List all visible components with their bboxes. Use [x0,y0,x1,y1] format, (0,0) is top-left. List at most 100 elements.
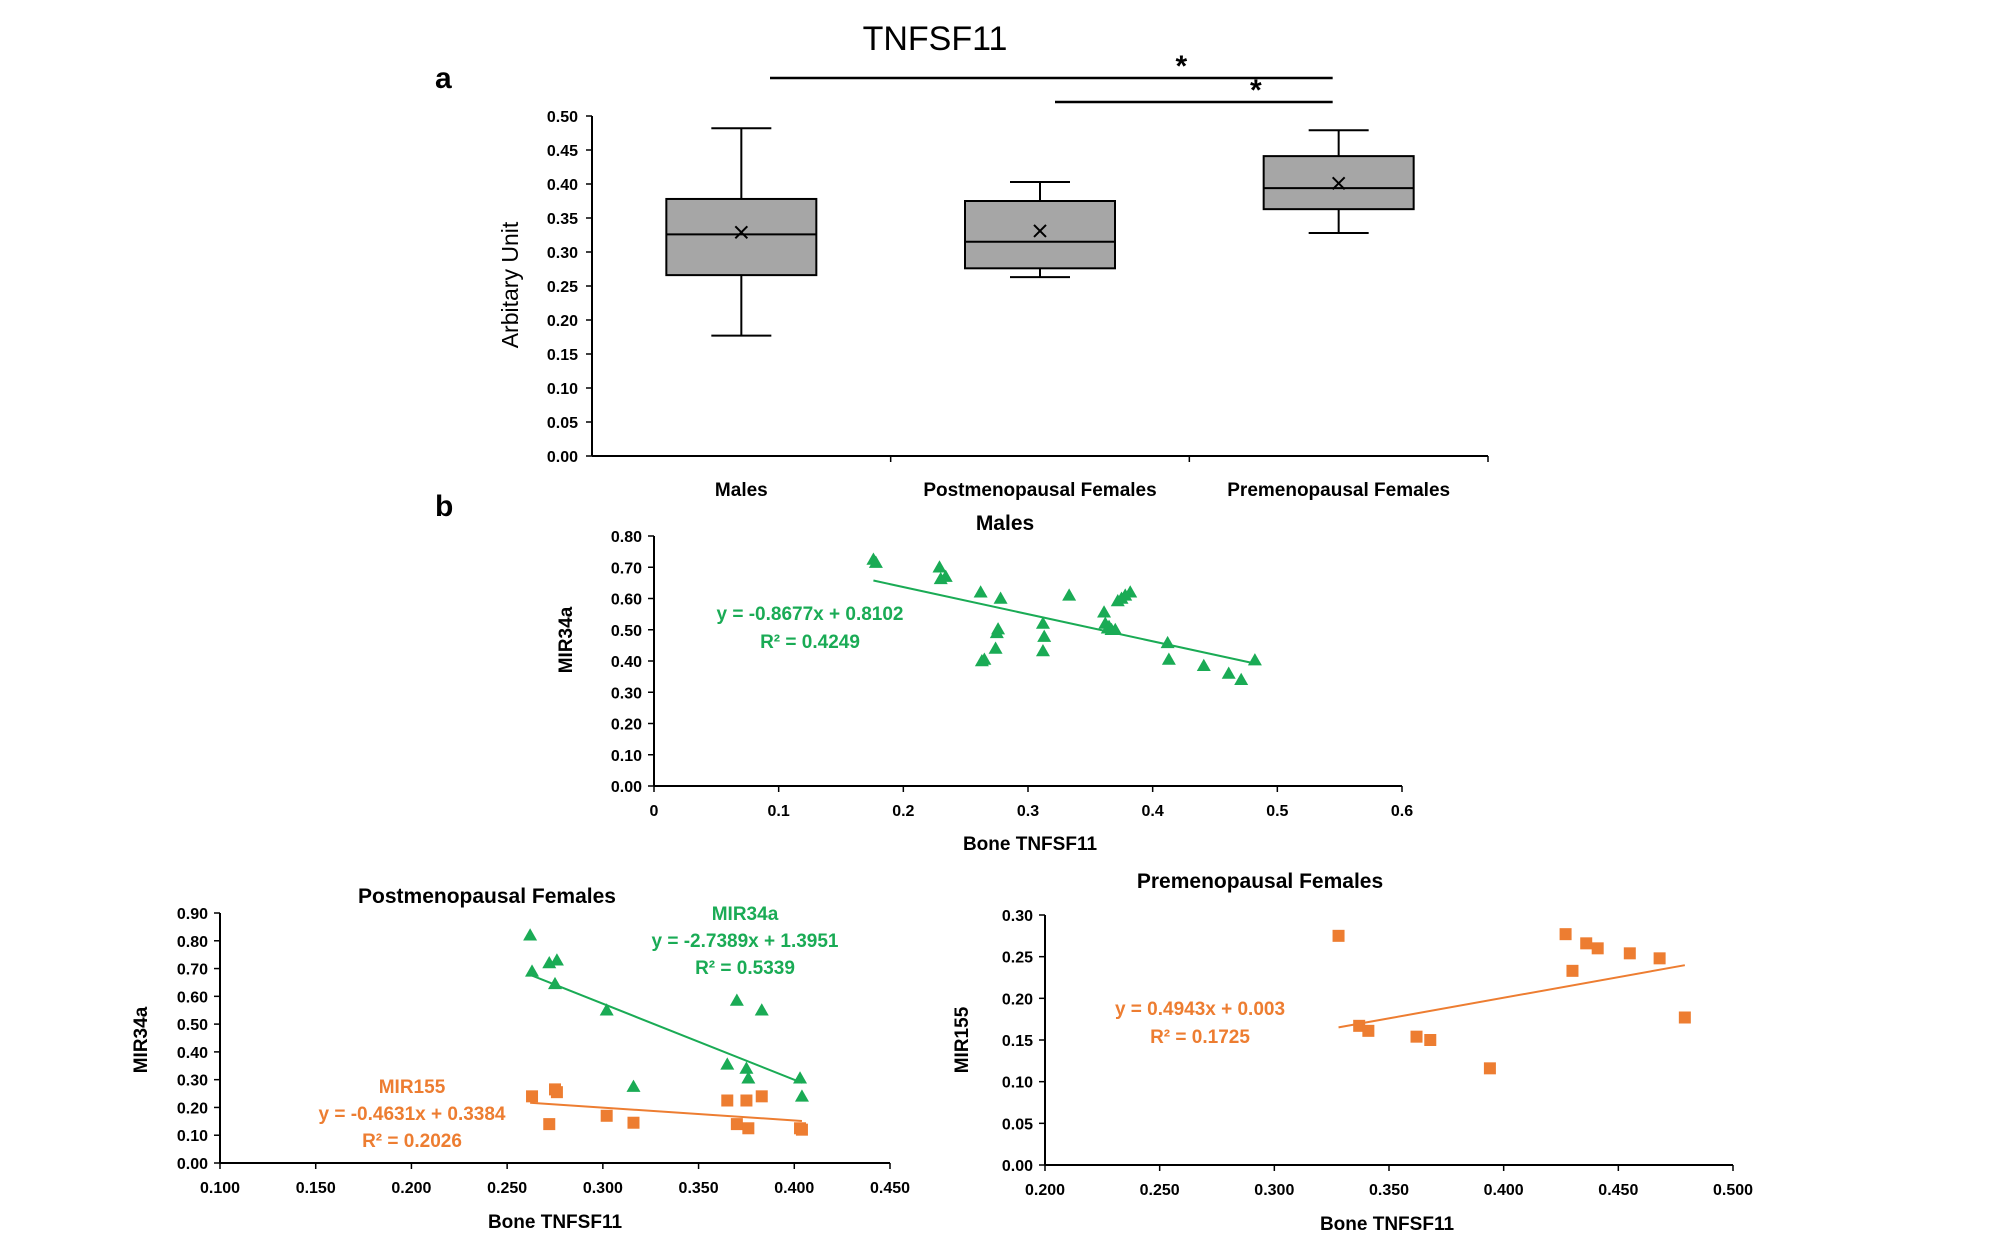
post-y-tick-label: 0.30 [177,1073,208,1090]
males-point-mir34a [1123,585,1138,598]
males-x-tick-label: 0.2 [892,803,914,820]
pre-x-tick-label: 0.400 [1484,1182,1524,1199]
post-trendline [530,1101,803,1122]
males-point-mir34a [1221,666,1236,679]
post-y-tick-label: 0.20 [177,1100,208,1117]
males-y-tick-label: 0.50 [611,623,642,640]
boxplot-category-label: Premenopausal Females [1227,480,1450,501]
post-x-tick-label: 0.350 [679,1180,719,1197]
boxplot-y-tick-label: 0.05 [547,415,578,432]
males-point-mir34a [1108,622,1123,635]
post-y-tick-label: 0.70 [177,962,208,979]
males-point-mir34a [938,569,953,582]
post-title: Postmenopausal Females [358,885,616,908]
significance-star: * [1175,50,1187,83]
post-mir34a-trend-label: MIR34a [712,904,779,925]
pre-point-mir155 [1362,1024,1375,1037]
boxplot-category-label: Postmenopausal Females [923,480,1156,501]
box-mean-marker [1331,176,1346,191]
boxplot-category-label: Males [715,480,768,501]
pre-y-tick-label: 0.20 [1002,991,1033,1008]
post-point-mir34a [549,953,564,966]
pre-y-tick-label: 0.10 [1002,1075,1033,1092]
males-point-mir34a [1062,588,1077,601]
post-point-mir34a [548,976,562,990]
post-point-mir155 [526,1090,539,1103]
pre-x-tick-label: 0.450 [1598,1182,1638,1199]
post-point-mir155 [795,1123,808,1136]
post-point-mir34a [599,1003,614,1016]
post-point-mir34a [739,1061,754,1074]
pre-trend-equation: y = 0.4943x + 0.003 [1115,999,1285,1020]
pre-x-tick-label: 0.300 [1254,1182,1294,1199]
pre-x-tick-label: 0.350 [1369,1182,1409,1199]
pre-point-mir155 [1332,929,1345,942]
pre-point-mir155 [1424,1034,1437,1046]
pre-trendline [1338,964,1686,1029]
post-point-mir155 [721,1094,734,1107]
post-x-tick-label: 0.200 [391,1180,431,1197]
pre-point-mir155 [1653,952,1666,965]
pre-point-mir155 [1591,942,1604,955]
males-point-mir34a [1035,616,1050,629]
pre-y-tick-label: 0.05 [1002,1116,1033,1133]
males-point-mir34a [973,585,988,598]
males-x-axis-label: Bone TNFSF11 [963,834,1098,855]
post-y-tick-label: 0.40 [177,1045,208,1062]
males-title: Males [976,512,1034,535]
pre-y-tick-label: 0.25 [1002,950,1033,967]
males-y-tick-label: 0.10 [611,748,642,765]
post-point-mir155 [742,1122,755,1135]
post-x-tick-label: 0.400 [774,1180,814,1197]
pre-point-mir155 [1483,1062,1496,1075]
post-point-mir34a [729,993,744,1006]
box-mean-marker [734,225,749,239]
males-x-tick-label: 0 [650,803,659,820]
boxplot-y-tick-label: 0.40 [547,177,578,194]
males-point-mir34a [1234,672,1249,685]
post-point-mir34a [525,964,540,977]
boxplot-y-tick-label: 0.30 [547,245,578,262]
post-mir155-trend-equation: y = -0.4631x + 0.3384 [319,1104,506,1125]
post-x-tick-label: 0.300 [583,1180,623,1197]
panel-label-b: b [435,490,453,523]
pre-point-mir155 [1410,1030,1423,1043]
males-point-mir34a [868,555,883,568]
post-y-tick-label: 0.10 [177,1128,208,1145]
pre-title: Premenopausal Females [1137,870,1383,893]
males-y-tick-label: 0.30 [611,685,642,702]
males-point-mir34a [1247,653,1262,666]
males-y-tick-label: 0.00 [611,779,642,796]
pre-y-tick-label: 0.15 [1002,1033,1033,1050]
post-mir34a-trend-equation: y = -2.7389x + 1.3951 [652,931,839,952]
post-point-mir155 [543,1118,556,1131]
males-point-mir34a [1196,658,1211,671]
post-point-mir34a [741,1071,756,1084]
males-point-mir34a [988,641,1003,654]
males-point-mir34a [1035,644,1050,657]
post-x-tick-label: 0.100 [200,1180,240,1197]
boxplot-title: TNFSF11 [863,20,1008,58]
post-x-tick-label: 0.250 [487,1180,527,1197]
post-mir34a-trend-r2: R² = 0.5339 [695,958,795,979]
post-point-mir155 [627,1116,640,1129]
males-point-mir34a [1037,629,1052,642]
males-point-mir34a [989,625,1004,639]
males-point-mir34a [932,560,947,573]
males-trend-equation: y = -0.8677x + 0.8102 [717,604,904,625]
boxplot-y-tick-label: 0.10 [547,381,578,398]
post-point-mir155 [550,1086,563,1099]
pre-point-mir155 [1580,937,1593,950]
box-iqr-rect [964,200,1116,270]
boxplot-y-axis-label: Arbitary Unit [497,221,523,348]
boxplot-y-tick-label: 0.00 [547,449,578,466]
post-y-axis-label: MIR34a [131,1006,152,1073]
pre-trend-r2: R² = 0.1725 [1150,1027,1250,1048]
males-trend-r2: R² = 0.4249 [760,632,860,653]
post-point-mir34a [794,1089,809,1102]
males-x-tick-label: 0.1 [768,803,790,820]
post-point-mir155 [740,1094,753,1107]
males-y-axis-label: MIR34a [556,606,577,673]
boxplot-y-tick-label: 0.25 [547,279,578,296]
